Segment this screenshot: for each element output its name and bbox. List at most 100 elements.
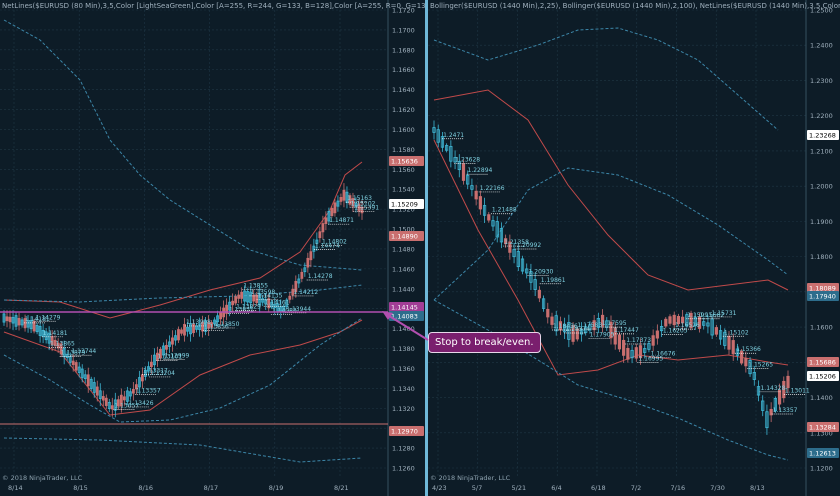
netline-label: 1.13865: [50, 340, 75, 347]
right-chart-title: Bollinger($EURUSD (1440 Min),2,25), Boll…: [430, 2, 840, 10]
candle-body: [186, 326, 189, 332]
candle-body: [508, 241, 512, 253]
candle-body: [86, 374, 90, 387]
candle-body: [453, 157, 457, 163]
candle-body: [672, 314, 676, 326]
price-tag: [389, 302, 424, 312]
netline-label: 1.17595: [602, 320, 627, 327]
netline-label: 1.14161: [265, 299, 290, 306]
candle-body: [647, 343, 651, 350]
candle-body: [782, 380, 786, 399]
netline-label: 1.17373: [626, 337, 651, 344]
price-axis-label: 1.2100: [810, 147, 833, 155]
candle-body: [651, 335, 655, 346]
candle-body: [92, 382, 96, 393]
candle-body: [171, 337, 174, 345]
candle-body: [735, 348, 740, 356]
price-tag-label: 1.15636: [391, 158, 418, 166]
candle-body: [773, 398, 777, 412]
left-price-chart[interactable]: 1.1720 1.1700 1.1680 1.1660 1.1640 1.1620 1.16…: [0, 0, 425, 496]
candle-body: [436, 129, 440, 143]
candle-body: [584, 326, 588, 333]
netline-label: 1.16205: [663, 327, 688, 334]
bollinger-band: [3, 161, 363, 319]
panel-divider[interactable]: [425, 0, 428, 496]
price-tag: [807, 448, 839, 458]
price-axis-label: 1.1660: [392, 66, 415, 74]
candle-body: [180, 329, 183, 334]
candle-body: [8, 316, 12, 323]
candle-body: [596, 318, 600, 328]
bollinger-band: [3, 284, 363, 303]
price-axis-label: 1.1280: [392, 445, 415, 453]
candle-body: [20, 319, 24, 326]
date-axis-label: 5/21: [512, 484, 527, 492]
price-axis-label: 1.1900: [810, 218, 833, 226]
candle-body: [664, 318, 668, 327]
date-axis-label: 8/16: [138, 484, 153, 492]
candle-body: [482, 205, 487, 216]
candle-body: [714, 327, 718, 335]
price-tag: [807, 291, 839, 301]
netline-label: 1.20992: [516, 242, 541, 249]
candle-body: [740, 350, 744, 364]
candle-body: [761, 400, 765, 411]
candle-body: [588, 324, 592, 331]
candle-body: [676, 315, 681, 325]
candle-body: [5, 316, 9, 322]
candle-body: [605, 320, 609, 328]
candle-body: [487, 214, 491, 221]
price-axis-label: 1.1580: [392, 146, 415, 154]
candle-body: [312, 245, 316, 252]
candle-body: [529, 271, 533, 283]
netline-label: 1.16995: [638, 355, 663, 362]
candle-body: [504, 238, 508, 245]
price-axis-label: 1.2400: [810, 42, 833, 50]
netline-label: 1.13357: [773, 407, 798, 414]
right-price-chart[interactable]: 1.2500 1.2400 1.2300 1.2200 1.2100 1.2000 1.19…: [428, 0, 840, 496]
price-tag: [807, 371, 839, 381]
candle-body: [270, 301, 274, 308]
date-axis-label: 8/13: [750, 484, 765, 492]
candle-body: [563, 324, 567, 333]
right-chart-panel[interactable]: 1.2500 1.2400 1.2300 1.2200 1.2100 1.2000 1.19…: [428, 0, 840, 496]
date-axis-label: 8/21: [334, 484, 349, 492]
date-axis-label: 6/18: [591, 484, 606, 492]
netline-label: 1.2471: [443, 132, 464, 139]
price-tag-label: 1.15206: [809, 373, 836, 381]
netline-label: 1.13831: [229, 307, 254, 314]
candle-body: [288, 295, 292, 300]
netline-label: 1.17905: [590, 331, 615, 338]
candle-body: [131, 389, 135, 394]
price-axis-label: 1.1400: [810, 394, 833, 402]
candle-body: [336, 200, 340, 207]
candle-body: [255, 294, 259, 303]
candle-body: [174, 335, 177, 341]
candle-body: [617, 334, 622, 350]
candle-body: [77, 366, 81, 373]
candle-body: [345, 191, 349, 204]
price-axis-label: 1.1340: [392, 385, 415, 393]
candle-body: [354, 202, 358, 208]
candle-body: [204, 320, 207, 332]
candle-body: [35, 325, 39, 333]
candle-body: [113, 399, 117, 411]
netline-label: 1.13317: [143, 368, 168, 375]
candle-body: [47, 332, 51, 344]
candle-body: [655, 330, 659, 339]
price-tag-label: 1.14145: [391, 304, 418, 312]
candle-body: [638, 345, 643, 359]
price-tag-label: 1.12613: [809, 450, 836, 458]
candle-body: [137, 377, 141, 388]
candle-body: [546, 308, 550, 318]
candle-body: [192, 323, 195, 334]
left-chart-panel[interactable]: 1.1720 1.1700 1.1680 1.1660 1.1640 1.1620 1.16…: [0, 0, 430, 496]
date-axis-label: 4/23: [432, 484, 447, 492]
candle-body: [201, 321, 204, 332]
candle-body: [579, 329, 584, 335]
netline-label: 1.13744: [71, 348, 96, 355]
candle-body: [168, 341, 171, 347]
price-axis-label: 1.1680: [392, 46, 415, 54]
candle-body: [213, 319, 216, 325]
candle-body: [240, 291, 244, 299]
